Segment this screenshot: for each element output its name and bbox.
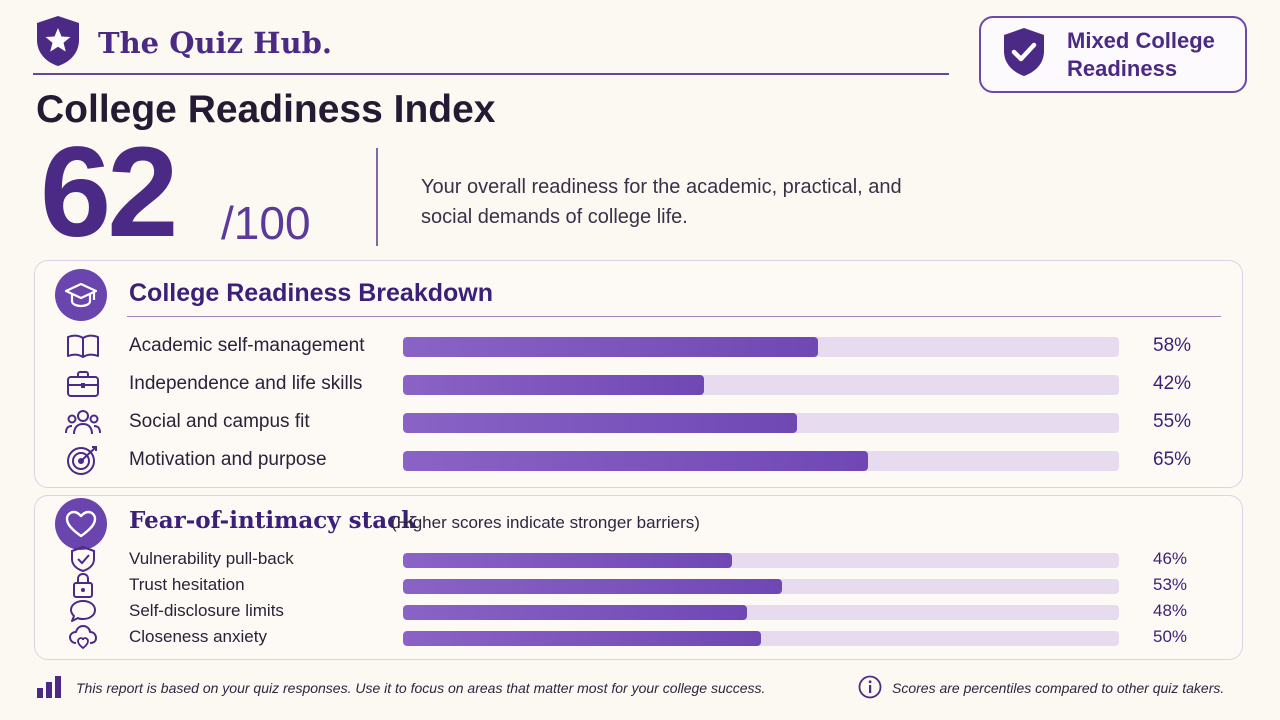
progress-fill [403,553,733,568]
shield-check-icon [65,544,101,574]
progress-fill [403,413,797,433]
breakdown-row: Academic self-management 58% [35,334,1244,360]
intimacy-title: Fear-of-intimacy stack [129,507,418,534]
progress-track [403,375,1119,395]
badge-label: Mixed College Readiness [1067,27,1215,81]
row-label: Vulnerability pull-back [129,549,294,568]
row-label: Academic self-management [129,335,365,356]
breakdown-row: Social and campus fit 55% [35,410,1244,436]
footer-left-text: This report is based on your quiz respon… [76,680,766,696]
score-description: Your overall readiness for the academic,… [421,176,902,228]
brand-name: The Quiz Hub. [98,26,332,60]
intimacy-row: Self-disclosure limits 48% [35,600,1244,626]
shield-check-icon [1001,26,1047,83]
progress-track [403,553,1119,568]
briefcase-icon [65,369,101,399]
bar-chart-icon [36,675,62,702]
progress-fill [403,605,747,620]
progress-track [403,451,1119,471]
progress-fill [403,631,761,646]
score-denominator: /100 [221,197,311,249]
score-divider [376,148,378,246]
intimacy-stack-panel: Fear-of-intimacy stack (Higher scores in… [34,495,1243,660]
book-icon [65,331,101,361]
progress-fill [403,579,783,594]
target-icon [65,445,101,475]
progress-fill [403,375,704,395]
row-percent: 50% [1153,627,1188,646]
breakdown-title: College Readiness Breakdown [129,279,494,307]
row-percent: 46% [1153,549,1188,568]
progress-track [403,631,1119,646]
footer-note: This report is based on your quiz respon… [36,668,765,708]
row-percent: 53% [1153,575,1188,594]
progress-track [403,579,1119,594]
row-label: Self-disclosure limits [129,601,284,620]
speech-bubble-icon [65,596,101,626]
cloud-heart-icon [65,622,101,652]
row-label: Social and campus fit [129,411,310,432]
progress-track [403,337,1119,357]
readiness-badge: Mixed College Readiness [979,16,1247,93]
score-value: 62 [40,121,178,264]
brand: The Quiz Hub. [34,14,332,73]
footer-info: Scores are percentiles compared to other… [858,668,1224,708]
breakdown-row: Motivation and purpose 65% [35,445,1244,475]
progress-fill [403,451,869,471]
lock-icon [65,570,101,600]
footer-right-text: Scores are percentiles compared to other… [892,680,1225,696]
progress-track [403,605,1119,620]
page-title: College Readiness Index [36,88,496,131]
row-label: Closeness anxiety [129,627,267,646]
row-label: Independence and life skills [129,373,363,394]
breakdown-divider [127,316,1221,317]
heart-icon [55,498,107,550]
intimacy-row: Vulnerability pull-back 46% [35,545,1244,574]
row-percent: 55% [1153,411,1192,432]
row-percent: 42% [1153,373,1192,394]
intimacy-row: Trust hesitation 53% [35,572,1244,600]
row-label: Motivation and purpose [129,449,327,470]
breakdown-row: Independence and life skills 42% [35,369,1244,399]
info-icon [858,675,882,702]
row-label: Trust hesitation [129,575,245,594]
header-divider [33,73,949,75]
intimacy-row: Closeness anxiety 50% [35,625,1244,652]
row-percent: 65% [1153,449,1192,470]
progress-fill [403,337,819,357]
readiness-breakdown-panel: College Readiness Breakdown Academic sel… [34,260,1243,488]
intimacy-note: (Higher scores indicate stronger barrier… [391,513,700,532]
shield-star-icon [34,14,82,73]
row-percent: 58% [1153,335,1192,356]
progress-track [403,413,1119,433]
row-percent: 48% [1153,601,1188,620]
graduation-cap-icon [55,269,107,321]
people-icon [65,407,101,437]
